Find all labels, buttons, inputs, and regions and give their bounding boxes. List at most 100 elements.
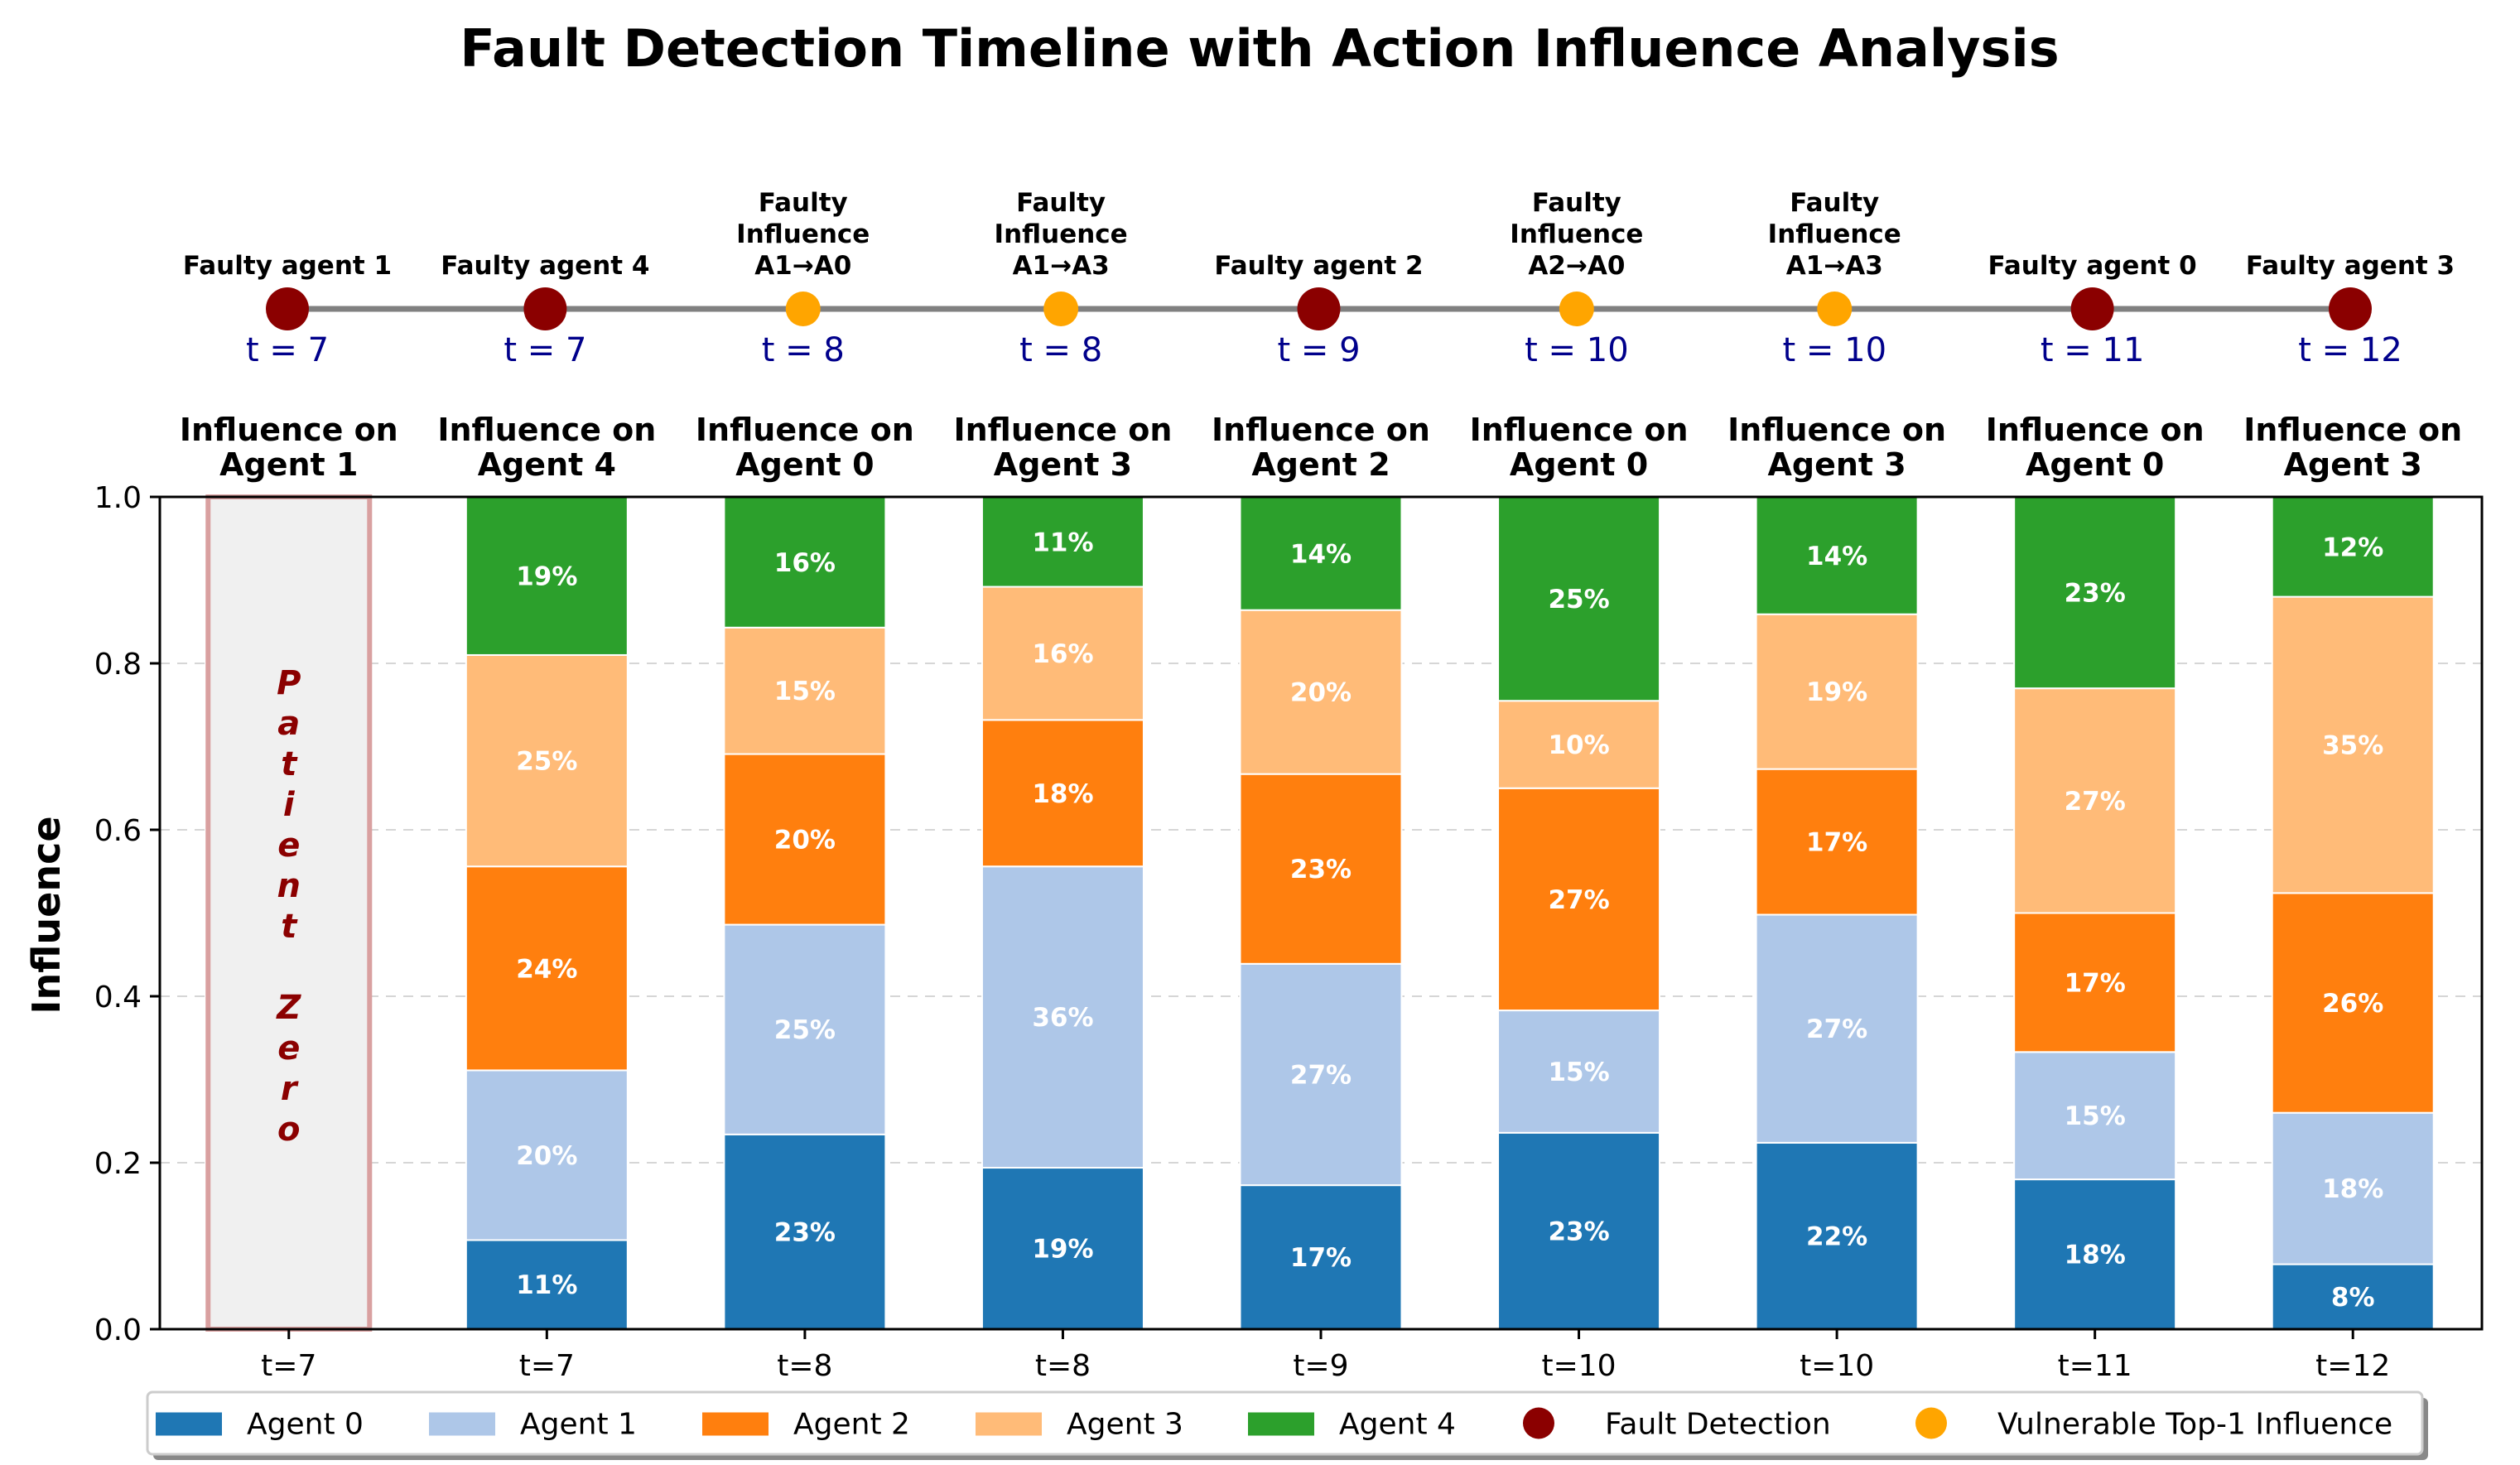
bar-segment-agent-2 <box>1239 773 1403 965</box>
y-tick-label: 0.6 <box>94 814 142 848</box>
axes: 0.0 0.2 0.4 0.6 0.8 1.0 t=7 t=7 t=8 t=8 t=9 t=10 t=1… <box>94 412 2484 1383</box>
bar-column: 23% 15% 27% 10% 25% <box>1497 496 1661 1330</box>
column-title: Influence on <box>953 412 1172 448</box>
legend-label: Agent 4 <box>1339 1408 1456 1442</box>
legend-label: Agent 1 <box>520 1408 637 1442</box>
column-title: Influence on <box>437 412 656 448</box>
event-label: Faulty agent 2 <box>1214 251 1423 281</box>
legend-swatch <box>976 1412 1042 1436</box>
bar-data-label: 15% <box>774 677 836 706</box>
bar-data-label: 25% <box>516 747 577 777</box>
patient-zero-letter: Z <box>275 989 301 1027</box>
bar-segment-agent-4 <box>1497 496 1661 702</box>
influence-marker <box>1043 292 1079 326</box>
legend[interactable]: Agent 0 Agent 1 Agent 2 Agent 3 Agent 4 Fault… <box>146 1390 2428 1460</box>
event-label: Faulty agent 4 <box>441 251 649 281</box>
column-title: Influence on <box>1986 412 2204 448</box>
legend-swatch <box>1248 1412 1314 1436</box>
x-tick-label: t=7 <box>261 1349 316 1383</box>
bar-segment-agent-0 <box>1755 1141 1919 1330</box>
bar-data-label: 14% <box>1806 542 1867 571</box>
event-time: t = 7 <box>504 331 586 369</box>
bar-data-label: 19% <box>1806 677 1867 707</box>
influence-marker <box>1817 292 1853 326</box>
bar-data-label: 17% <box>2065 968 2126 998</box>
bar-data-label: 12% <box>2322 533 2383 562</box>
timeline-event: Faulty agent 0 t = 11 <box>1988 251 2197 369</box>
patient-zero-letter: t <box>281 745 298 783</box>
legend-item[interactable]: Agent 0 <box>156 1408 364 1442</box>
bar-segment-agent-1 <box>465 1069 629 1241</box>
x-tick-label: t=10 <box>1800 1349 1874 1383</box>
event-label: Influence <box>736 219 870 249</box>
bar-data-label: 20% <box>1290 678 1352 708</box>
bar-data-label: 27% <box>1548 885 1609 915</box>
bar-data-label: 27% <box>1290 1060 1352 1090</box>
event-label: A2→A0 <box>1528 251 1625 281</box>
event-label: Faulty <box>1790 188 1879 218</box>
bar-data-label: 11% <box>1032 528 1093 557</box>
patient-zero-letter: r <box>281 1070 299 1108</box>
bar-data-label: 27% <box>2065 787 2126 817</box>
bar-segment-agent-0 <box>2013 1178 2177 1330</box>
x-tick-label: t=11 <box>2058 1349 2132 1383</box>
bar-data-label: 20% <box>516 1141 577 1171</box>
bar-data-label: 23% <box>1290 855 1352 884</box>
bar-data-label: 19% <box>516 561 577 591</box>
column-title: Influence on <box>1727 412 1946 448</box>
bar-data-label: 25% <box>774 1015 836 1045</box>
event-label: A1→A0 <box>754 251 851 281</box>
event-label: Influence <box>995 219 1128 249</box>
bar-segment-agent-1 <box>1239 962 1403 1187</box>
bar-segment-agent-4 <box>2271 496 2435 598</box>
event-label: Faulty agent 0 <box>1988 251 2197 281</box>
column-title: Agent 0 <box>735 446 874 483</box>
bar-segment-agent-3 <box>1497 700 1661 789</box>
bar-segment-agent-4 <box>1755 496 1919 615</box>
patient-zero-letter: i <box>283 786 296 824</box>
legend-label: Agent 3 <box>1067 1408 1183 1442</box>
event-time: t = 11 <box>2041 331 2145 369</box>
bar-data-label: 22% <box>1806 1222 1867 1251</box>
legend-item[interactable]: Vulnerable Top-1 Influence <box>1915 1407 2392 1442</box>
y-tick-label: 0.0 <box>94 1313 142 1347</box>
column-title: Influence on <box>2243 412 2462 448</box>
bar-column: 19% 36% 18% 16% 11% <box>981 496 1144 1331</box>
bar-column: 22% 27% 17% 19% 14% <box>1755 496 1919 1330</box>
legend-item[interactable]: Agent 4 <box>1248 1408 1456 1442</box>
patient-zero-letter: P <box>277 664 301 702</box>
patient-zero-letter: o <box>277 1111 300 1149</box>
bar-segment-agent-0 <box>981 1167 1144 1331</box>
y-tick-label: 0.4 <box>94 981 142 1014</box>
column-title: Influence on <box>1470 412 1689 448</box>
bar-column: 17% 27% 23% 20% 14% <box>1239 496 1403 1331</box>
event-time: t = 8 <box>1019 331 1102 369</box>
event-label: Influence <box>1510 219 1643 249</box>
bar-segment-agent-3 <box>1239 609 1403 775</box>
bar-data-label: 18% <box>2065 1241 2126 1270</box>
fault-marker <box>1297 287 1341 330</box>
x-tick-label: t=8 <box>777 1349 832 1383</box>
bar-data-label: 24% <box>516 954 577 984</box>
x-tick-label: t=9 <box>1293 1349 1348 1383</box>
legend-item[interactable]: Agent 3 <box>976 1408 1183 1442</box>
timeline-event: Faulty agent 3 t = 12 <box>2246 251 2455 369</box>
bar-segment-agent-4 <box>465 496 629 656</box>
legend-label: Vulnerable Top-1 Influence <box>1997 1408 2392 1442</box>
event-label: Faulty <box>759 188 848 218</box>
fault-marker <box>523 287 567 330</box>
bar-segment-agent-2 <box>2271 892 2435 1114</box>
bars: PatientZero11%20%24%25%19%23%25%20%15%16… <box>205 494 2435 1332</box>
event-time: t = 8 <box>762 331 845 369</box>
bar-data-label: 17% <box>1806 828 1867 858</box>
bar-data-label: 16% <box>1032 639 1093 669</box>
legend-item[interactable]: Agent 1 <box>429 1408 637 1442</box>
legend-item[interactable]: Fault Detection <box>1523 1407 1831 1442</box>
legend-item[interactable]: Agent 2 <box>702 1408 910 1442</box>
bar-data-label: 36% <box>1032 1003 1093 1033</box>
